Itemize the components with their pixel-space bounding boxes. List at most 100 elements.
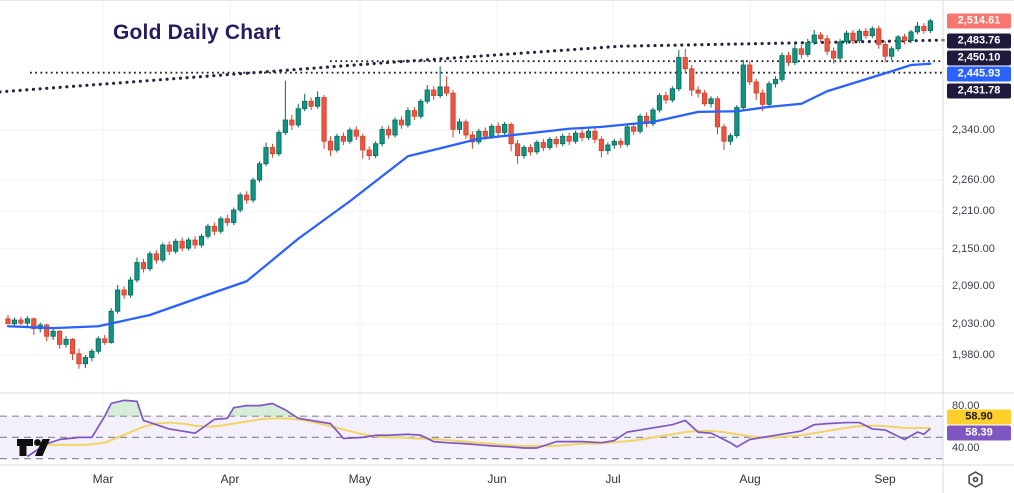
candle-body xyxy=(89,350,95,358)
candle-body xyxy=(302,100,308,110)
candle-body xyxy=(82,357,88,365)
chart-title: Gold Daily Chart xyxy=(113,21,281,44)
candle-body xyxy=(831,50,837,59)
candle-body xyxy=(173,240,179,252)
rsi-overbought-fill xyxy=(104,400,143,417)
candle-body xyxy=(205,225,211,237)
candle-body xyxy=(463,121,469,136)
candle-body xyxy=(818,34,824,40)
candle-body xyxy=(927,20,933,32)
candle-body xyxy=(108,310,114,343)
candle-body xyxy=(740,64,746,108)
tradingview-logo-icon[interactable] xyxy=(16,432,58,462)
candle-body xyxy=(153,253,159,261)
dotted-trendline xyxy=(0,38,945,94)
candle-body xyxy=(456,121,463,130)
price-label-support-level: 2,431.78 xyxy=(947,83,1011,99)
candle-body xyxy=(908,31,914,42)
candle-body xyxy=(527,147,534,153)
candle-body xyxy=(521,147,527,157)
month-label: Aug xyxy=(739,472,761,486)
month-label: Mar xyxy=(92,472,114,486)
price-tick-label: 2,090.00 xyxy=(952,280,995,293)
candle-body xyxy=(882,43,888,57)
candle-body xyxy=(682,57,688,70)
candle-body xyxy=(643,115,650,125)
candle-body xyxy=(185,239,192,249)
price-tick-label: 2,340.00 xyxy=(952,124,995,136)
candle-body xyxy=(411,110,417,117)
candle-body xyxy=(792,48,798,63)
candle-body xyxy=(437,86,443,97)
candle-body xyxy=(360,135,366,151)
candle-body xyxy=(734,107,740,137)
candle-body xyxy=(385,128,392,136)
candle-body xyxy=(889,48,895,57)
candle-body xyxy=(779,55,785,80)
candle-body xyxy=(160,244,166,261)
candle-body xyxy=(676,57,682,90)
candle-body xyxy=(321,97,327,142)
candle-body xyxy=(798,48,804,55)
candle-body xyxy=(379,128,385,145)
candle-body xyxy=(708,98,714,105)
candle-body xyxy=(295,108,301,126)
candle-body xyxy=(250,179,256,201)
candle-body xyxy=(618,140,624,145)
candle-body xyxy=(134,262,140,281)
price-tick-label: 1,980.00 xyxy=(952,349,995,361)
candle-body xyxy=(785,55,792,63)
candle-body xyxy=(547,138,553,148)
indicator-label-rsi-value: 58.39 xyxy=(947,425,1011,441)
candle-body xyxy=(431,89,437,97)
candle-body xyxy=(476,130,482,143)
candle-body xyxy=(24,318,30,324)
candle-body xyxy=(244,194,250,201)
candle-body xyxy=(69,338,76,355)
candle-body xyxy=(650,109,656,125)
candle-body xyxy=(598,138,605,152)
candle-body xyxy=(308,100,314,107)
candle-body xyxy=(605,144,611,152)
candle-body xyxy=(398,119,405,126)
candle-body xyxy=(192,239,198,246)
candle-body xyxy=(669,88,675,101)
price-tick-label: 2,210.00 xyxy=(952,205,995,218)
candle-body xyxy=(76,353,82,365)
price-label-support-level: 2,450.10 xyxy=(947,50,1011,66)
candle-body xyxy=(689,68,695,91)
candle-body xyxy=(611,140,617,146)
candle-body xyxy=(921,25,927,32)
candle-body xyxy=(914,25,921,33)
candle-body xyxy=(340,135,347,142)
candle-body xyxy=(231,209,237,223)
candle-body xyxy=(327,140,334,151)
candle-body xyxy=(224,218,230,223)
candle-body xyxy=(347,129,353,142)
rsi-signal-line xyxy=(33,417,931,447)
candle-body xyxy=(495,125,501,133)
candle-body xyxy=(856,30,863,42)
candle-body xyxy=(31,318,37,330)
price-label-last-price: 2,514.61 xyxy=(947,13,1011,29)
candle-body xyxy=(469,134,476,143)
candle-body xyxy=(766,83,772,105)
candle-body xyxy=(772,78,779,85)
candle-body xyxy=(482,130,488,137)
candle-body xyxy=(695,89,701,94)
candle-body xyxy=(443,86,450,94)
candle-body xyxy=(211,225,217,232)
candle-body xyxy=(450,92,456,130)
candle-body xyxy=(753,81,759,94)
candle-body xyxy=(656,95,663,111)
candle-body xyxy=(263,147,269,165)
price-tick-label: 2,030.00 xyxy=(952,317,995,330)
candle-body xyxy=(895,36,901,50)
month-label: Jul xyxy=(605,472,621,486)
price-scale-settings-gear-icon[interactable] xyxy=(966,470,985,489)
candle-body xyxy=(702,92,708,105)
candle-body xyxy=(95,338,101,352)
candle-body xyxy=(198,235,205,246)
candle-body xyxy=(824,38,830,52)
